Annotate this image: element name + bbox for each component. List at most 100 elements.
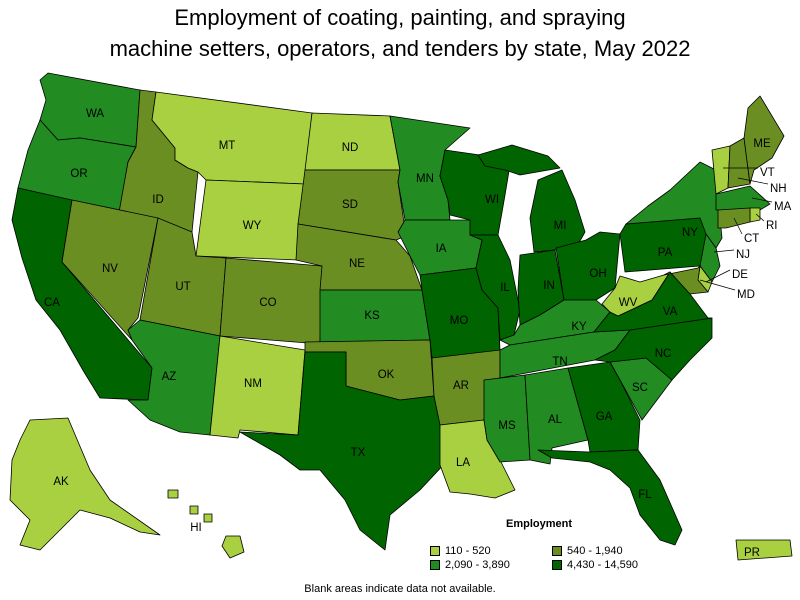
state-label-ar: AR <box>453 380 469 392</box>
legend-swatch-2 <box>552 546 562 556</box>
state-shape-me <box>743 95 785 185</box>
legend-item-4: 4,430 - 14,590 <box>552 559 638 571</box>
state-label-ut: UT <box>175 281 190 293</box>
state-shape-tx <box>239 351 449 551</box>
state-label-ct: CT <box>744 233 759 245</box>
state-shape-hi-1 <box>167 489 179 499</box>
map-title: Employment of coating, painting, and spr… <box>0 2 800 64</box>
legend-swatch-3 <box>430 560 440 570</box>
state-label-ny: NY <box>682 227 698 239</box>
state-nj <box>699 233 721 283</box>
state-label-nd: ND <box>342 142 359 154</box>
state-label-ia: IA <box>436 243 447 255</box>
state-label-fl: FL <box>638 489 652 501</box>
state-label-or: OR <box>70 168 87 180</box>
state-label-sd: SD <box>342 199 358 211</box>
state-pa <box>619 217 713 273</box>
state-me <box>743 95 785 185</box>
state-ak <box>9 417 161 551</box>
legend-item-1: 110 - 520 <box>430 545 491 557</box>
state-shape-mi-2 <box>477 144 561 176</box>
state-label-nh: NH <box>770 183 787 195</box>
state-shape-nj <box>699 233 721 283</box>
state-shape-ma <box>715 185 771 211</box>
state-label-ky: KY <box>571 321 587 333</box>
state-label-ca: CA <box>44 297 60 309</box>
state-label-hi: HI <box>190 522 202 534</box>
state-tx <box>239 351 449 551</box>
state-label-de: DE <box>732 269 748 281</box>
state-label-al: AL <box>548 414 563 426</box>
state-shape-fl <box>537 449 683 546</box>
legend-item-3: 2,090 - 3,890 <box>430 559 510 571</box>
state-label-mt: MT <box>219 140 236 152</box>
state-label-ok: OK <box>378 369 395 381</box>
map-title-line-1: Employment of coating, painting, and spr… <box>174 5 626 30</box>
state-label-wy: WY <box>243 220 262 232</box>
state-label-nc: NC <box>655 348 672 360</box>
state-label-oh: OH <box>589 268 606 280</box>
state-shape-ri <box>749 207 761 223</box>
state-label-ri: RI <box>766 220 778 232</box>
leader-line-nh <box>737 177 769 185</box>
legend-title: Employment <box>506 518 573 530</box>
legend-swatch-4 <box>552 560 562 570</box>
state-shape-mi-1 <box>529 169 586 253</box>
state-shape-md <box>663 265 709 295</box>
state-label-wv: WV <box>619 297 638 309</box>
state-label-ak: AK <box>53 476 69 488</box>
footnote: Blank areas indicate data not available. <box>304 583 496 595</box>
state-label-me: ME <box>753 138 771 150</box>
state-label-pr: PR <box>744 547 760 559</box>
state-nc <box>594 317 713 381</box>
legend-label-4: 4,430 - 14,590 <box>567 559 638 571</box>
state-label-ms: MS <box>498 420 516 432</box>
legend: Employment 110 - 520 540 - 1,940 2,090 -… <box>430 518 680 578</box>
state-md <box>663 265 709 295</box>
state-shape-hi-2 <box>189 505 199 515</box>
state-mi <box>477 144 586 253</box>
state-label-mi: MI <box>554 220 567 232</box>
state-label-ma: MA <box>774 201 792 213</box>
state-ri <box>749 207 761 223</box>
state-label-md: MD <box>737 289 755 301</box>
state-shape-ak <box>9 417 161 551</box>
state-shape-hi-4 <box>221 535 245 559</box>
state-shape-pa <box>619 217 713 273</box>
leader-line-md <box>699 279 736 291</box>
state-label-in: IN <box>543 280 555 292</box>
state-label-az: AZ <box>162 371 177 383</box>
legend-swatch-1 <box>430 546 440 556</box>
legend-label-1: 110 - 520 <box>445 545 491 557</box>
legend-item-2: 540 - 1,940 <box>552 545 623 557</box>
state-label-la: LA <box>456 457 470 469</box>
state-label-tn: TN <box>552 356 567 368</box>
state-pr <box>735 539 793 561</box>
state-label-nv: NV <box>102 263 118 275</box>
state-shape-hi-3 <box>203 513 213 523</box>
state-label-wi: WI <box>485 194 499 206</box>
state-wv <box>601 271 671 317</box>
state-hi <box>167 489 245 559</box>
leader-line-de <box>705 269 731 283</box>
state-label-sc: SC <box>632 382 648 394</box>
state-label-ga: GA <box>596 411 613 423</box>
leader-line-ri <box>755 213 765 222</box>
state-label-id: ID <box>152 194 164 206</box>
state-label-mo: MO <box>450 315 469 327</box>
leader-line-ma <box>751 197 773 203</box>
state-label-va: VA <box>663 306 678 318</box>
state-shape-wv <box>601 271 671 317</box>
state-ma <box>715 185 771 211</box>
state-shape-pr <box>735 539 793 561</box>
legend-label-2: 540 - 1,940 <box>567 545 623 557</box>
state-label-il: IL <box>500 282 510 294</box>
state-label-co: CO <box>259 297 276 309</box>
state-label-ks: KS <box>364 310 380 322</box>
map-title-line-2: machine setters, operators, and tenders … <box>109 36 691 61</box>
state-fl <box>537 449 683 546</box>
state-label-nj: NJ <box>736 249 750 261</box>
state-label-ne: NE <box>349 258 365 270</box>
state-label-vt: VT <box>760 167 775 179</box>
